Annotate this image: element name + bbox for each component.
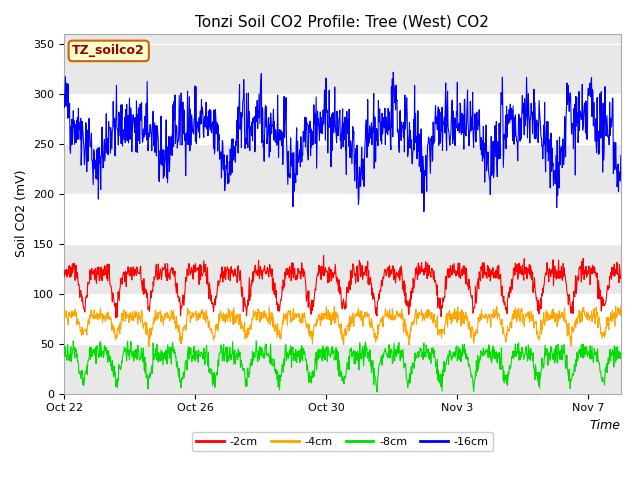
Title: Tonzi Soil CO2 Profile: Tree (West) CO2: Tonzi Soil CO2 Profile: Tree (West) CO2 <box>195 15 490 30</box>
Bar <box>64 294 621 344</box>
Bar <box>64 94 621 144</box>
Y-axis label: Soil CO2 (mV): Soil CO2 (mV) <box>15 170 28 257</box>
Text: TZ_soilco2: TZ_soilco2 <box>72 44 145 58</box>
Legend: -2cm, -4cm, -8cm, -16cm: -2cm, -4cm, -8cm, -16cm <box>191 432 493 451</box>
Bar <box>64 193 621 243</box>
Text: Time: Time <box>590 419 621 432</box>
